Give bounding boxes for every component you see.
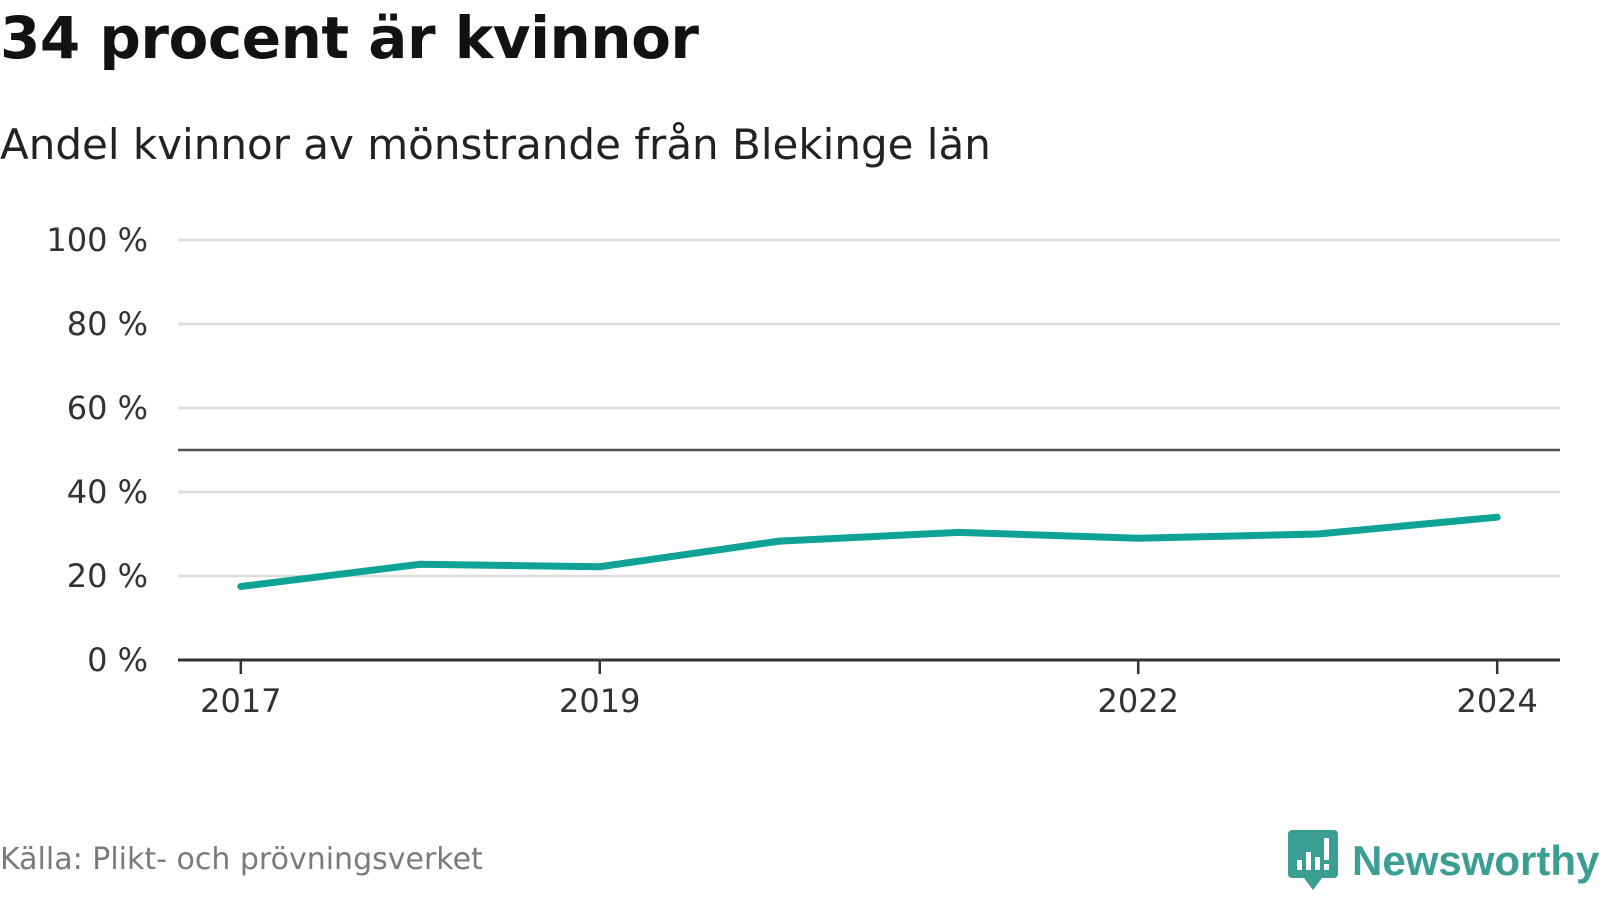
y-tick-label: 60 % <box>67 389 148 427</box>
series-line-0 <box>240 513 1498 590</box>
data-point-2022 <box>1134 534 1142 542</box>
y-tick-label: 80 % <box>67 305 148 343</box>
data-point-2021 <box>955 528 963 536</box>
gridlines <box>178 238 1560 578</box>
y-tick-label: 40 % <box>67 473 148 511</box>
brand-name: Newsworthy <box>1352 837 1600 884</box>
data-point-2017 <box>237 583 245 590</box>
x-tick-label: 2019 <box>559 682 640 720</box>
source-note: Källa: Plikt- och prövningsverket <box>0 842 483 877</box>
data-point-2018 <box>416 560 424 568</box>
data-point-2023 <box>1314 530 1322 538</box>
y-tick-label: 20 % <box>67 557 148 595</box>
newsworthy-logo-icon <box>1288 830 1338 890</box>
x-axis-ticks: 2017 2019 2022 2024 <box>200 660 1538 720</box>
brand-logo: Newsworthy <box>1288 830 1599 892</box>
x-tick-label: 2017 <box>200 682 281 720</box>
data-point-2020 <box>775 537 783 545</box>
chart-title: 34 procent är kvinnor <box>0 4 699 72</box>
y-axis-tick-labels: 0 % 20 % 40 % 60 % 80 % 100 % <box>46 221 148 679</box>
chart-subtitle: Andel kvinnor av mönstrande från Bleking… <box>0 120 991 169</box>
series-layer <box>237 513 1501 590</box>
y-tick-label: 100 % <box>46 221 148 259</box>
y-tick-label: 0 % <box>87 641 148 679</box>
x-tick-label: 2024 <box>1456 682 1537 720</box>
x-tick-label: 2022 <box>1098 682 1179 720</box>
data-point-2024 <box>1493 513 1501 521</box>
data-point-2019 <box>596 563 604 571</box>
